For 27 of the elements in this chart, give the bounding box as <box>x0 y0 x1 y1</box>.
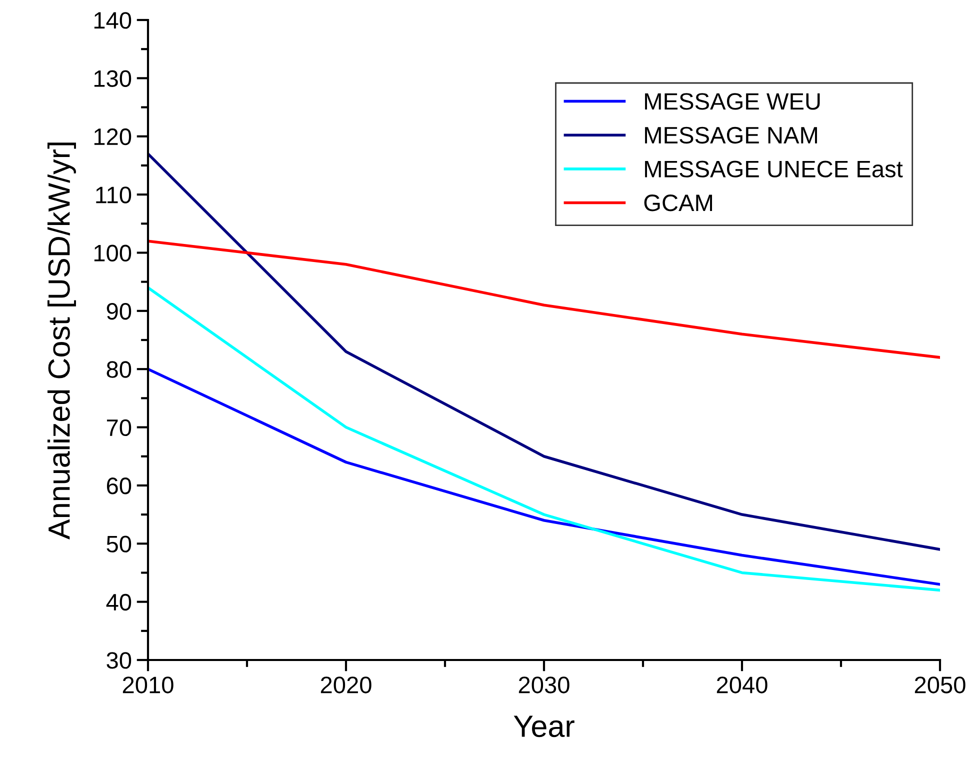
y-tick-label: 100 <box>94 244 132 262</box>
y-axis-title: Annualized Cost [USD/kW/yr] <box>47 142 76 540</box>
x-tick-label: 2010 <box>122 676 174 694</box>
x-tick-label: 2040 <box>716 676 768 694</box>
x-axis-title: Year <box>514 716 574 738</box>
y-tick-label: 70 <box>106 419 132 436</box>
y-tick-label: 110 <box>96 186 132 204</box>
x-tick-label: 2050 <box>914 676 966 694</box>
line-series <box>148 286 940 592</box>
y-tick-label: 60 <box>106 478 132 494</box>
x-tick-label: 2020 <box>320 676 372 694</box>
y-tick-label: 30 <box>106 652 132 669</box>
y-tick-label: 40 <box>106 594 132 611</box>
line-series <box>148 152 940 551</box>
legend-label: MESSAGE UNECE East <box>645 160 903 178</box>
x-tick-label: 2030 <box>518 676 570 694</box>
line-series <box>148 240 940 359</box>
legend-label: MESSAGE WEU <box>645 93 820 110</box>
legend-label: MESSAGE NAM <box>645 126 817 144</box>
y-tick-label: 120 <box>94 128 132 146</box>
y-tick-label: 90 <box>106 302 132 320</box>
line-series <box>148 368 940 586</box>
y-tick-label: 80 <box>106 361 132 378</box>
y-tick-label: 140 <box>94 12 132 29</box>
y-tick-label: 50 <box>106 536 132 552</box>
y-tick-label: 130 <box>94 70 132 87</box>
legend-label: GCAM <box>644 194 712 212</box>
